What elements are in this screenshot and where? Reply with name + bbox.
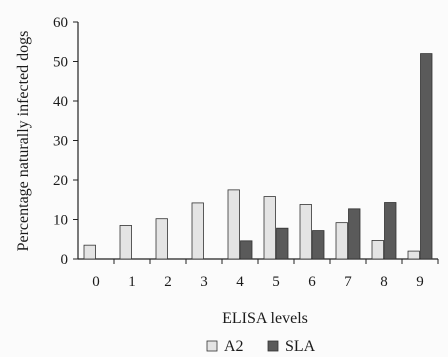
- bar-a2-7: [335, 222, 348, 260]
- y-tick-label: 50: [53, 55, 68, 71]
- x-tick-label: 0: [92, 274, 100, 290]
- x-tick-label: 8: [380, 274, 388, 290]
- y-tick-label: 40: [53, 94, 68, 110]
- bar-a2-2: [155, 218, 168, 260]
- y-tick-label: 20: [53, 173, 68, 189]
- bar-a2-4: [227, 189, 240, 260]
- x-tick-label: 3: [200, 274, 208, 290]
- y-tick-label: 10: [53, 213, 68, 229]
- legend-label-a2: A2: [224, 338, 244, 355]
- x-axis-title: ELISA levels: [222, 310, 308, 327]
- y-tick-label: 0: [61, 252, 69, 268]
- bar-sla-9: [420, 53, 433, 260]
- bar-sla-5: [276, 227, 289, 260]
- y-tick-label: 30: [53, 134, 68, 150]
- y-axis: 0 10 20 30 40 50 60: [53, 15, 79, 268]
- bar-sla-4: [240, 240, 253, 260]
- x-tick-label: 9: [416, 274, 424, 290]
- x-tick-label: 5: [272, 274, 280, 290]
- bar-a2-3: [191, 202, 204, 260]
- x-axis: 0 1 2 3 4 5 6 7 8 9: [78, 258, 439, 290]
- bar-a2-9: [407, 250, 420, 260]
- legend-swatch-sla: [267, 340, 279, 352]
- legend-swatch-a2: [206, 340, 218, 352]
- bar-a2-5: [263, 196, 276, 260]
- bars: [83, 53, 433, 260]
- x-tick-label: 2: [164, 274, 172, 290]
- bar-a2-8: [371, 240, 384, 260]
- bar-sla-8: [384, 202, 397, 260]
- x-tick-label: 4: [236, 274, 244, 290]
- bar-sla-7: [348, 208, 361, 260]
- y-axis-title: Percentage naturally infected dogs: [15, 31, 32, 252]
- x-tick-label: 6: [308, 274, 316, 290]
- x-tick-label: 7: [344, 274, 352, 290]
- bar-a2-6: [299, 204, 312, 260]
- bar-a2-1: [119, 225, 132, 260]
- y-tick-label: 60: [53, 15, 68, 31]
- bar-sla-6: [312, 230, 325, 260]
- legend-label-sla: SLA: [285, 338, 316, 355]
- legend: A2 SLA: [206, 338, 316, 355]
- x-tick-label: 1: [128, 274, 136, 290]
- bar-a2-0: [83, 244, 96, 260]
